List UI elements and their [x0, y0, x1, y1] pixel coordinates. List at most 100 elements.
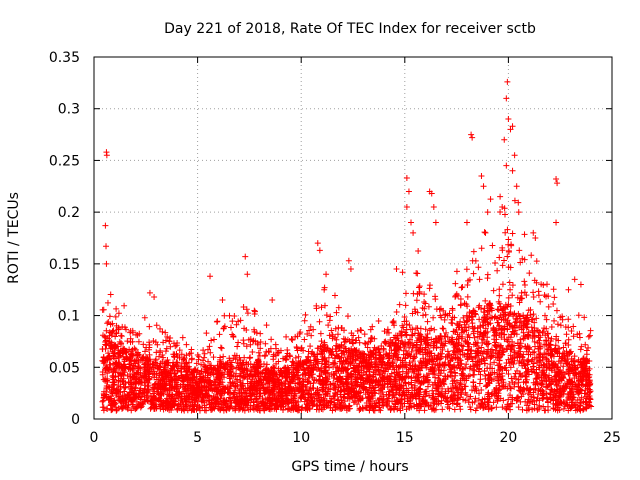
data-point	[447, 385, 454, 392]
data-point	[327, 404, 334, 411]
data-point	[318, 338, 325, 345]
data-point	[102, 375, 109, 382]
data-point	[228, 324, 234, 331]
data-point	[459, 333, 466, 340]
data-point	[409, 358, 416, 365]
data-point	[364, 389, 371, 396]
data-point	[444, 353, 451, 360]
data-point	[326, 347, 333, 354]
data-point	[505, 371, 512, 378]
data-point	[404, 398, 411, 405]
data-point	[458, 284, 465, 291]
data-point	[453, 401, 460, 408]
data-point	[144, 355, 151, 362]
data-point	[173, 359, 180, 366]
data-point	[568, 389, 575, 396]
data-point	[578, 394, 585, 401]
data-point	[373, 400, 380, 407]
data-point	[534, 378, 541, 385]
data-point	[347, 353, 354, 360]
data-point	[393, 351, 400, 358]
data-point	[424, 360, 431, 367]
data-point	[105, 350, 112, 357]
data-point	[492, 342, 499, 349]
data-point	[413, 337, 420, 344]
data-point	[518, 393, 525, 400]
data-point	[487, 361, 494, 368]
data-point	[461, 300, 468, 307]
data-point	[157, 349, 164, 356]
data-point	[531, 277, 538, 284]
data-point	[254, 341, 261, 348]
data-point	[382, 365, 389, 372]
data-point	[524, 398, 531, 405]
data-point	[200, 373, 207, 380]
data-point	[463, 318, 470, 325]
data-point	[201, 407, 208, 414]
data-point	[545, 303, 552, 310]
data-point	[492, 354, 499, 361]
data-point	[115, 373, 122, 380]
data-point	[402, 347, 409, 354]
data-point	[190, 388, 197, 395]
data-point	[478, 386, 485, 393]
data-point	[546, 342, 553, 349]
data-point	[244, 380, 251, 387]
data-point	[464, 282, 471, 289]
data-point	[130, 374, 137, 381]
data-point	[502, 383, 509, 390]
data-point	[478, 344, 485, 351]
data-point	[531, 348, 538, 355]
data-point	[344, 390, 351, 397]
data-point	[213, 388, 220, 395]
data-point	[236, 390, 243, 397]
data-point	[402, 374, 409, 381]
data-point	[318, 350, 325, 357]
data-point	[379, 375, 386, 382]
data-point	[208, 404, 215, 411]
data-point	[323, 357, 330, 364]
data-point	[375, 318, 382, 325]
data-point	[496, 286, 503, 293]
data-point	[292, 354, 299, 361]
data-point	[363, 368, 370, 375]
data-point	[273, 345, 280, 352]
data-point	[209, 385, 216, 392]
data-point	[356, 339, 363, 346]
data-point	[494, 362, 501, 369]
data-point	[449, 380, 456, 387]
data-point	[484, 391, 491, 398]
data-point	[392, 383, 399, 390]
data-point	[523, 407, 530, 414]
data-point	[453, 385, 460, 392]
chart-title: Day 221 of 2018, Rate Of TEC Index for r…	[164, 21, 536, 37]
data-point	[99, 346, 106, 353]
data-point	[151, 371, 158, 378]
data-point	[527, 312, 534, 319]
data-point	[332, 325, 339, 332]
data-point	[199, 391, 206, 398]
data-point	[521, 278, 528, 285]
data-point	[284, 405, 291, 412]
data-point	[511, 349, 518, 356]
data-point	[457, 318, 464, 325]
data-point	[336, 381, 343, 388]
data-point	[373, 349, 380, 356]
data-point	[353, 337, 360, 344]
data-point	[585, 374, 592, 381]
data-point	[576, 334, 583, 341]
data-point	[424, 383, 431, 390]
data-point	[193, 360, 200, 367]
data-point	[525, 351, 532, 358]
data-point	[464, 293, 471, 300]
data-point	[304, 358, 311, 365]
data-point	[545, 364, 552, 371]
data-point	[240, 303, 247, 310]
data-point	[384, 373, 391, 380]
data-point	[257, 390, 264, 397]
data-point	[470, 248, 477, 255]
data-point	[556, 353, 563, 360]
data-point	[389, 392, 396, 399]
data-point	[548, 346, 555, 353]
data-point	[224, 402, 231, 409]
